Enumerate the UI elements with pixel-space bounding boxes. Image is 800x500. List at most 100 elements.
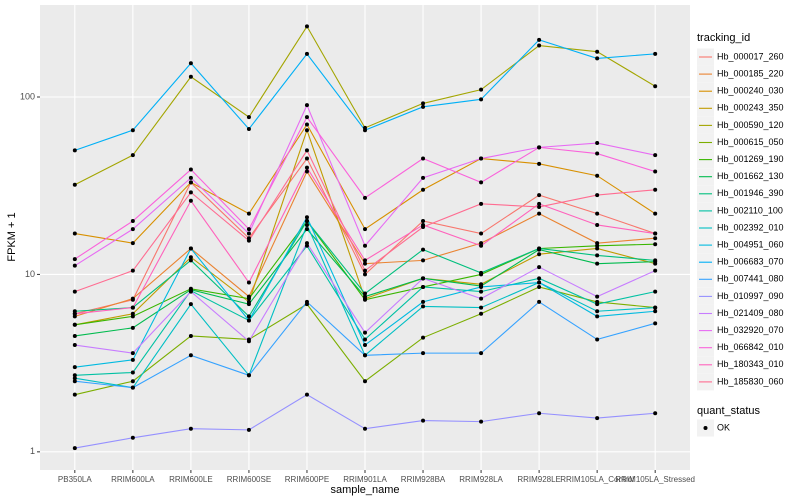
data-point: [304, 148, 309, 153]
y-axis-title: FPKM + 1: [6, 212, 18, 261]
legend-label: Hb_000590_120: [717, 120, 784, 130]
data-point: [246, 280, 251, 285]
data-point: [653, 258, 658, 263]
data-point: [421, 351, 426, 356]
data-point: [653, 309, 658, 314]
data-point: [72, 343, 77, 348]
data-point: [188, 61, 193, 66]
data-point: [246, 227, 251, 232]
data-point: [363, 258, 367, 263]
data-point: [653, 321, 658, 326]
data-point: [72, 365, 77, 370]
data-point: [304, 156, 309, 161]
legend-label: Hb_010997_090: [717, 291, 784, 301]
data-point: [537, 145, 542, 150]
data-point: [537, 204, 542, 209]
data-point: [188, 246, 193, 251]
data-point: [72, 376, 77, 381]
data-point: [72, 446, 77, 451]
data-point: [188, 255, 193, 260]
data-point: [479, 180, 484, 185]
data-point: [304, 219, 309, 224]
x-tick-label: RRIM928LE: [517, 475, 561, 484]
data-point: [479, 87, 484, 92]
data-point: [653, 153, 658, 158]
data-point: [479, 419, 484, 424]
legend-label: Hb_032920_070: [717, 325, 784, 335]
x-axis-title: sample_name: [330, 484, 399, 496]
data-point: [653, 187, 658, 192]
x-tick-label: RRIM600SE: [227, 475, 271, 484]
data-point: [188, 302, 193, 307]
data-point: [479, 289, 484, 294]
data-point: [363, 272, 367, 277]
x-tick-label: RRIM901LA: [343, 475, 387, 484]
data-point: [363, 291, 367, 296]
data-point: [363, 337, 367, 342]
data-point: [72, 373, 77, 378]
x-tick-label: RRIM928BA: [401, 475, 446, 484]
data-point: [72, 322, 77, 327]
data-point: [479, 201, 484, 206]
legend-label: Hb_000240_030: [717, 86, 784, 96]
y-tick-label: 1: [30, 446, 35, 456]
data-point: [479, 351, 484, 356]
legend-label: Hb_000017_260: [717, 51, 784, 61]
data-point: [130, 128, 135, 133]
data-point: [130, 385, 135, 390]
legend-label: Hb_001269_190: [717, 154, 784, 164]
data-point: [72, 311, 77, 316]
data-point: [363, 261, 367, 266]
legend-label: Hb_007441_080: [717, 274, 784, 284]
data-point: [130, 305, 135, 310]
x-tick-label: RRIM105LA_Control: [560, 475, 634, 484]
data-point: [595, 49, 600, 54]
data-point: [479, 231, 484, 236]
shape-legend-title: quant_status: [697, 405, 760, 417]
data-point: [595, 416, 600, 421]
data-point: [246, 302, 251, 307]
data-point: [421, 225, 426, 230]
y-tick-label: 100: [20, 91, 35, 101]
data-point: [130, 296, 135, 301]
data-point: [188, 426, 193, 431]
data-point: [421, 418, 426, 423]
data-point: [363, 268, 367, 273]
data-point: [246, 127, 251, 132]
x-tick-label: RRIM600LE: [169, 475, 213, 484]
data-point: [246, 296, 251, 301]
data-point: [304, 299, 309, 304]
data-point: [421, 284, 426, 289]
legend-label: Hb_180343_010: [717, 359, 784, 369]
data-point: [304, 165, 309, 170]
data-point: [188, 258, 193, 263]
legend-label: Hb_001662_130: [717, 171, 784, 181]
data-point: [537, 411, 542, 416]
data-point: [130, 153, 135, 158]
data-point: [537, 201, 542, 206]
data-point: [479, 296, 484, 301]
data-point: [130, 227, 135, 232]
data-point: [188, 175, 193, 180]
legend-label: Hb_002392_010: [717, 222, 784, 232]
data-point: [188, 353, 193, 358]
data-point: [537, 193, 542, 198]
data-point: [188, 289, 193, 294]
data-point: [653, 211, 658, 216]
data-point: [130, 325, 135, 330]
data-point: [363, 353, 367, 358]
data-point: [246, 115, 251, 120]
data-point: [595, 302, 600, 307]
data-point: [304, 24, 309, 29]
data-point: [363, 343, 367, 348]
data-point: [653, 268, 658, 273]
data-point: [304, 169, 309, 174]
data-point: [130, 351, 135, 356]
data-point: [653, 236, 658, 241]
data-point: [72, 333, 77, 338]
data-point: [537, 299, 542, 304]
data-point: [188, 180, 193, 185]
data-point: [421, 335, 426, 340]
data-point: [130, 219, 135, 224]
data-point: [595, 253, 600, 258]
